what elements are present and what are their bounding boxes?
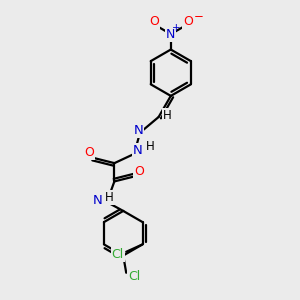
Text: O: O [134,164,144,178]
Text: H: H [163,109,172,122]
Text: N: N [166,28,176,40]
Text: O: O [149,15,159,28]
Text: H: H [146,140,155,153]
Text: N: N [133,144,143,157]
Text: +: + [172,22,181,32]
Text: N: N [134,124,143,137]
Text: H: H [105,191,114,204]
Text: Cl: Cl [128,270,141,283]
Text: Cl: Cl [112,248,124,261]
Text: O: O [183,15,193,28]
Text: N: N [92,194,102,207]
Text: −: − [194,10,204,23]
Text: O: O [85,146,94,159]
